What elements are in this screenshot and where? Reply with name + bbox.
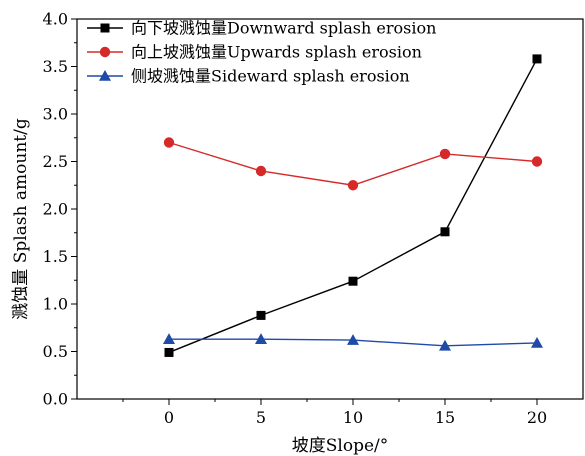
data-point: [255, 333, 267, 344]
data-point: [348, 276, 358, 286]
legend-marker: [99, 70, 111, 81]
data-point: [531, 336, 543, 348]
legend-marker: [100, 23, 110, 33]
data-point: [164, 347, 174, 357]
x-tick-label: 20: [527, 408, 547, 427]
legend-label: 向上坡溅蚀量Upwards splash erosion: [131, 43, 422, 62]
y-tick-label: 3.0: [43, 105, 68, 124]
data-point: [163, 137, 175, 148]
y-tick-label: 0.5: [43, 342, 68, 361]
legend-label: 侧坡溅蚀量Sideward splash erosion: [131, 67, 410, 86]
y-tick-label: 1.5: [43, 247, 68, 266]
series-line: [168, 58, 538, 354]
data-point: [256, 310, 266, 320]
y-axis-title: 溅蚀量 Splash amount/g: [11, 118, 31, 320]
x-tick-label: 10: [343, 408, 363, 427]
legend-marker: [99, 46, 111, 58]
legend-item: 向下坡溅蚀量Downward splash erosion: [87, 19, 436, 38]
axes: 0.0 0.5 1.0 1.5 2.0 2.5 3.0 3.5 4.0 0 5 10 15 20: [43, 10, 584, 427]
data-point: [255, 165, 267, 177]
data-point: [532, 54, 542, 64]
y-tick-label: 2.5: [43, 152, 68, 171]
y-tick-label: 1.0: [43, 295, 68, 314]
series-circle: [163, 137, 543, 191]
data-point: [440, 227, 450, 237]
y-tick-label: 3.5: [43, 57, 68, 76]
series-lines: [163, 54, 543, 357]
legend-label: 向下坡溅蚀量Downward splash erosion: [131, 19, 436, 38]
x-tick-label: 15: [435, 408, 455, 427]
data-point: [531, 156, 543, 167]
x-axis-title: 坡度Slope/°: [292, 436, 389, 456]
legend-item: 侧坡溅蚀量Sideward splash erosion: [87, 67, 410, 86]
legend: 向下坡溅蚀量Downward splash erosion 向上坡溅蚀量Upwar…: [87, 19, 436, 86]
data-point: [439, 148, 451, 160]
y-tick-label: 4.0: [43, 10, 68, 29]
data-point: [347, 334, 359, 345]
legend-item: 向上坡溅蚀量Upwards splash erosion: [87, 43, 422, 62]
data-point: [163, 333, 175, 344]
data-point: [439, 339, 451, 351]
y-tick-label: 0.0: [43, 390, 68, 409]
series-square: [164, 54, 542, 357]
series-triangle: [163, 333, 543, 351]
x-tick-label: 0: [164, 408, 174, 427]
y-tick-label: 2.0: [43, 200, 68, 219]
x-tick-label: 5: [256, 408, 266, 427]
data-point: [347, 180, 359, 191]
